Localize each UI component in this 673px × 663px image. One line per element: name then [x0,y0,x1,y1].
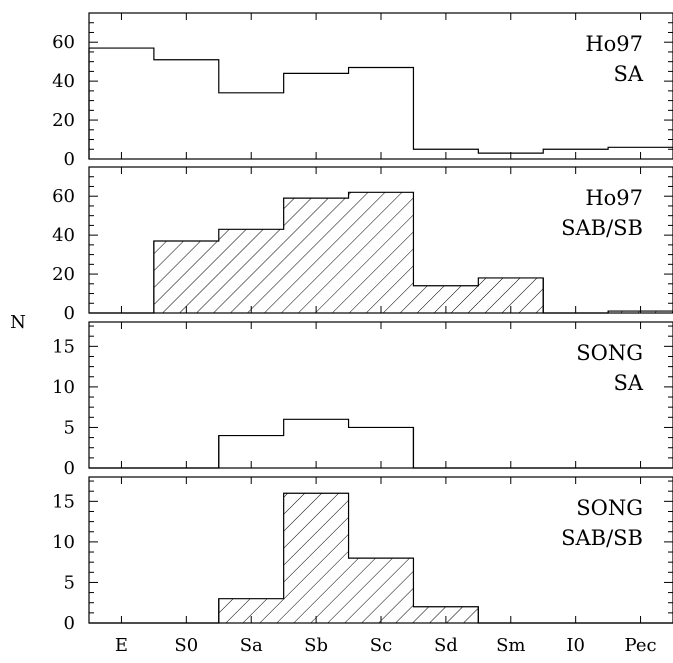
x-tick-label: Sm [496,635,525,656]
panel-label: SONG [576,496,643,520]
y-axis-label: N [10,312,26,333]
panel-label: SA [613,371,643,395]
bar-sa [218,229,284,313]
y-tick-label: 60 [52,186,75,207]
x-tick-label: I0 [566,635,585,656]
y-tick-label: 60 [52,32,75,53]
bar-s0 [154,60,219,159]
y-tick-label: 5 [64,417,75,438]
x-tick-label: Sa [240,635,263,656]
bar-sc [348,192,414,313]
x-tick-label: Pec [625,635,657,656]
bar-sd [413,606,479,623]
panel-label: Ho97 [585,186,643,210]
panel-label: SAB/SB [561,216,643,240]
x-tick-label: S0 [174,635,198,656]
bar-sb [283,198,349,313]
y-tick-label: 10 [52,377,75,398]
bar-sb [283,493,349,623]
panel-2: 0 20 40 60 Ho97 SAB/SB [52,166,673,324]
bar-sc [348,558,414,623]
x-tick-label: Sb [304,635,328,656]
bar-e [89,48,154,159]
y-tick-label: 0 [64,303,75,324]
panel-label: SONG [576,341,643,365]
step-outline [89,191,673,314]
y-tick-label: 0 [64,613,75,634]
bar-sc [349,68,414,159]
y-tick-label: 15 [52,336,75,357]
step-outline [89,418,673,469]
bar-sa [219,93,284,159]
y-tick-label: 20 [52,110,75,131]
x-tick-label: Sc [370,635,392,656]
panel-label: SA [613,62,643,86]
bar-sb [284,419,349,468]
panel-4: 0 5 10 15 SONG SAB/SB [52,476,673,634]
x-tick-label: Sd [434,635,458,656]
panel-label: Ho97 [585,32,643,56]
panel-3: 0 5 10 15 SONG SA [52,321,673,479]
bar-sb [284,73,349,159]
x-tick-label: E [115,635,128,656]
y-tick-label: 0 [64,149,75,170]
y-tick-label: 15 [52,491,75,512]
y-tick-label: 10 [52,532,75,553]
panel-1: 0 20 40 60 Ho97 SA [52,12,673,170]
y-tick-label: 40 [52,71,75,92]
bar-s0 [153,240,219,313]
y-tick-label: 40 [52,225,75,246]
y-tick-label: 0 [64,458,75,479]
step-outline [89,47,673,154]
panel-label: SAB/SB [561,526,643,550]
y-tick-label: 5 [64,572,75,593]
y-tick-label: 20 [52,264,75,285]
